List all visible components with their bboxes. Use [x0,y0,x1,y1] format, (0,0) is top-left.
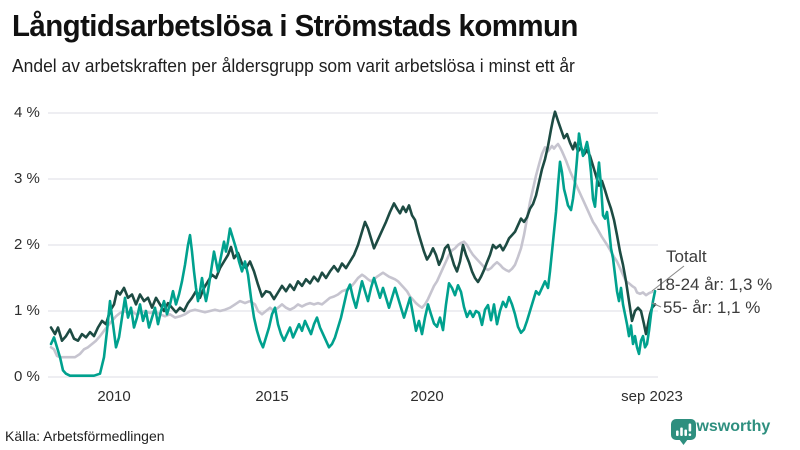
series-line-55-r [49,110,657,343]
y-tick-3: 3 % [14,170,40,187]
newsworthy-logo[interactable]: Newsworthy [670,418,771,445]
series-line-18-24-r [49,132,657,378]
y-tick-2: 2 % [14,236,40,253]
newsworthy-wordmark: Newsworthy [676,418,771,435]
leader-55plus [651,302,662,308]
x-tick-2010: 2010 [97,388,131,405]
x-tick-2020: 2020 [410,388,444,405]
page-title: Långtidsarbetslösa i Strömstads kommun [12,8,578,43]
series-label-18-24: 18-24 år: 1,3 % [656,275,773,294]
series-label-totalt: Totalt [666,247,707,266]
series-line-totalt [49,142,654,359]
x-tick-sep-2023: sep 2023 [621,388,683,405]
x-tick-2015: 2015 [255,388,289,405]
y-tick-0: 0 % [14,368,40,385]
series-label-55plus: 55- år: 1,1 % [663,298,761,317]
y-tick-4: 4 % [14,104,40,121]
bar-chart-speech-bubble-icon [671,419,696,445]
y-tick-1: 1 % [14,302,40,319]
source-credit: Källa: Arbetsförmedlingen [5,428,165,444]
leader-totalt [651,265,685,292]
chart-subtitle: Andel av arbetskraften per åldersgrupp s… [12,56,575,76]
